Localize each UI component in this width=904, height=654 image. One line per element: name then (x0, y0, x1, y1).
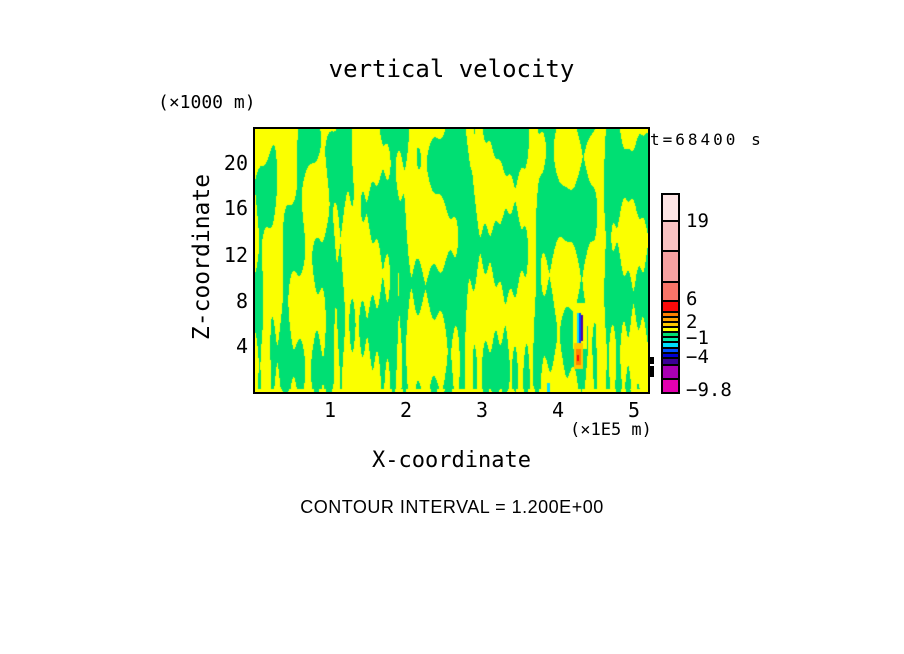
colorbar-segment (663, 316, 678, 321)
contour-interval-note: CONTOUR INTERVAL = 1.200E+00 (300, 497, 604, 517)
edge-mark (649, 357, 654, 364)
colorbar-label: −1 (686, 327, 709, 349)
y-tick-label: 16 (223, 196, 248, 220)
colorbar-segment (663, 378, 678, 392)
colorbar-segment (663, 336, 678, 341)
x-tick-label: 1 (323, 398, 337, 422)
colorbar-segment (663, 347, 678, 352)
colorbar-segment (663, 341, 678, 347)
x-tick-label: 2 (399, 398, 413, 422)
y-tick-label: 4 (235, 334, 248, 358)
colorbar-segment (663, 281, 678, 300)
colorbar-segment (663, 300, 678, 311)
colorbar-label: −4 (686, 346, 709, 368)
plot-frame (253, 127, 650, 394)
colorbar-segment (663, 326, 678, 331)
colorbar-label: 19 (686, 210, 709, 232)
colorbar (661, 193, 680, 394)
timestamp-label: t=68400 s (650, 130, 764, 149)
colorbar-segment (663, 352, 678, 357)
colorbar-segment (663, 220, 678, 250)
colorbar-label: 6 (686, 288, 698, 310)
y-tick-label: 12 (223, 243, 248, 267)
colorbar-segment (663, 250, 678, 281)
colorbar-segment (663, 195, 678, 220)
colorbar-label: 2 (686, 311, 698, 333)
y-axis-unit-label: (×1000 m) (158, 92, 256, 113)
colorbar-segment (663, 364, 678, 378)
x-tick-label: 5 (627, 398, 641, 422)
colorbar-label: −9.8 (686, 379, 732, 401)
y-tick-label: 8 (235, 289, 248, 313)
edge-mark (649, 366, 654, 377)
contour-field-canvas (255, 129, 648, 392)
y-tick-label: 20 (223, 151, 248, 175)
colorbar-segment (663, 331, 678, 336)
x-tick-label: 3 (475, 398, 489, 422)
colorbar-segment (663, 311, 678, 316)
colorbar-segment (663, 357, 678, 364)
x-axis-unit-label: (×1E5 m) (570, 420, 652, 440)
x-tick-label: 4 (551, 398, 565, 422)
x-axis-label: X-coordinate (372, 448, 531, 473)
plot-title: vertical velocity (328, 55, 575, 83)
colorbar-segment (663, 321, 678, 326)
